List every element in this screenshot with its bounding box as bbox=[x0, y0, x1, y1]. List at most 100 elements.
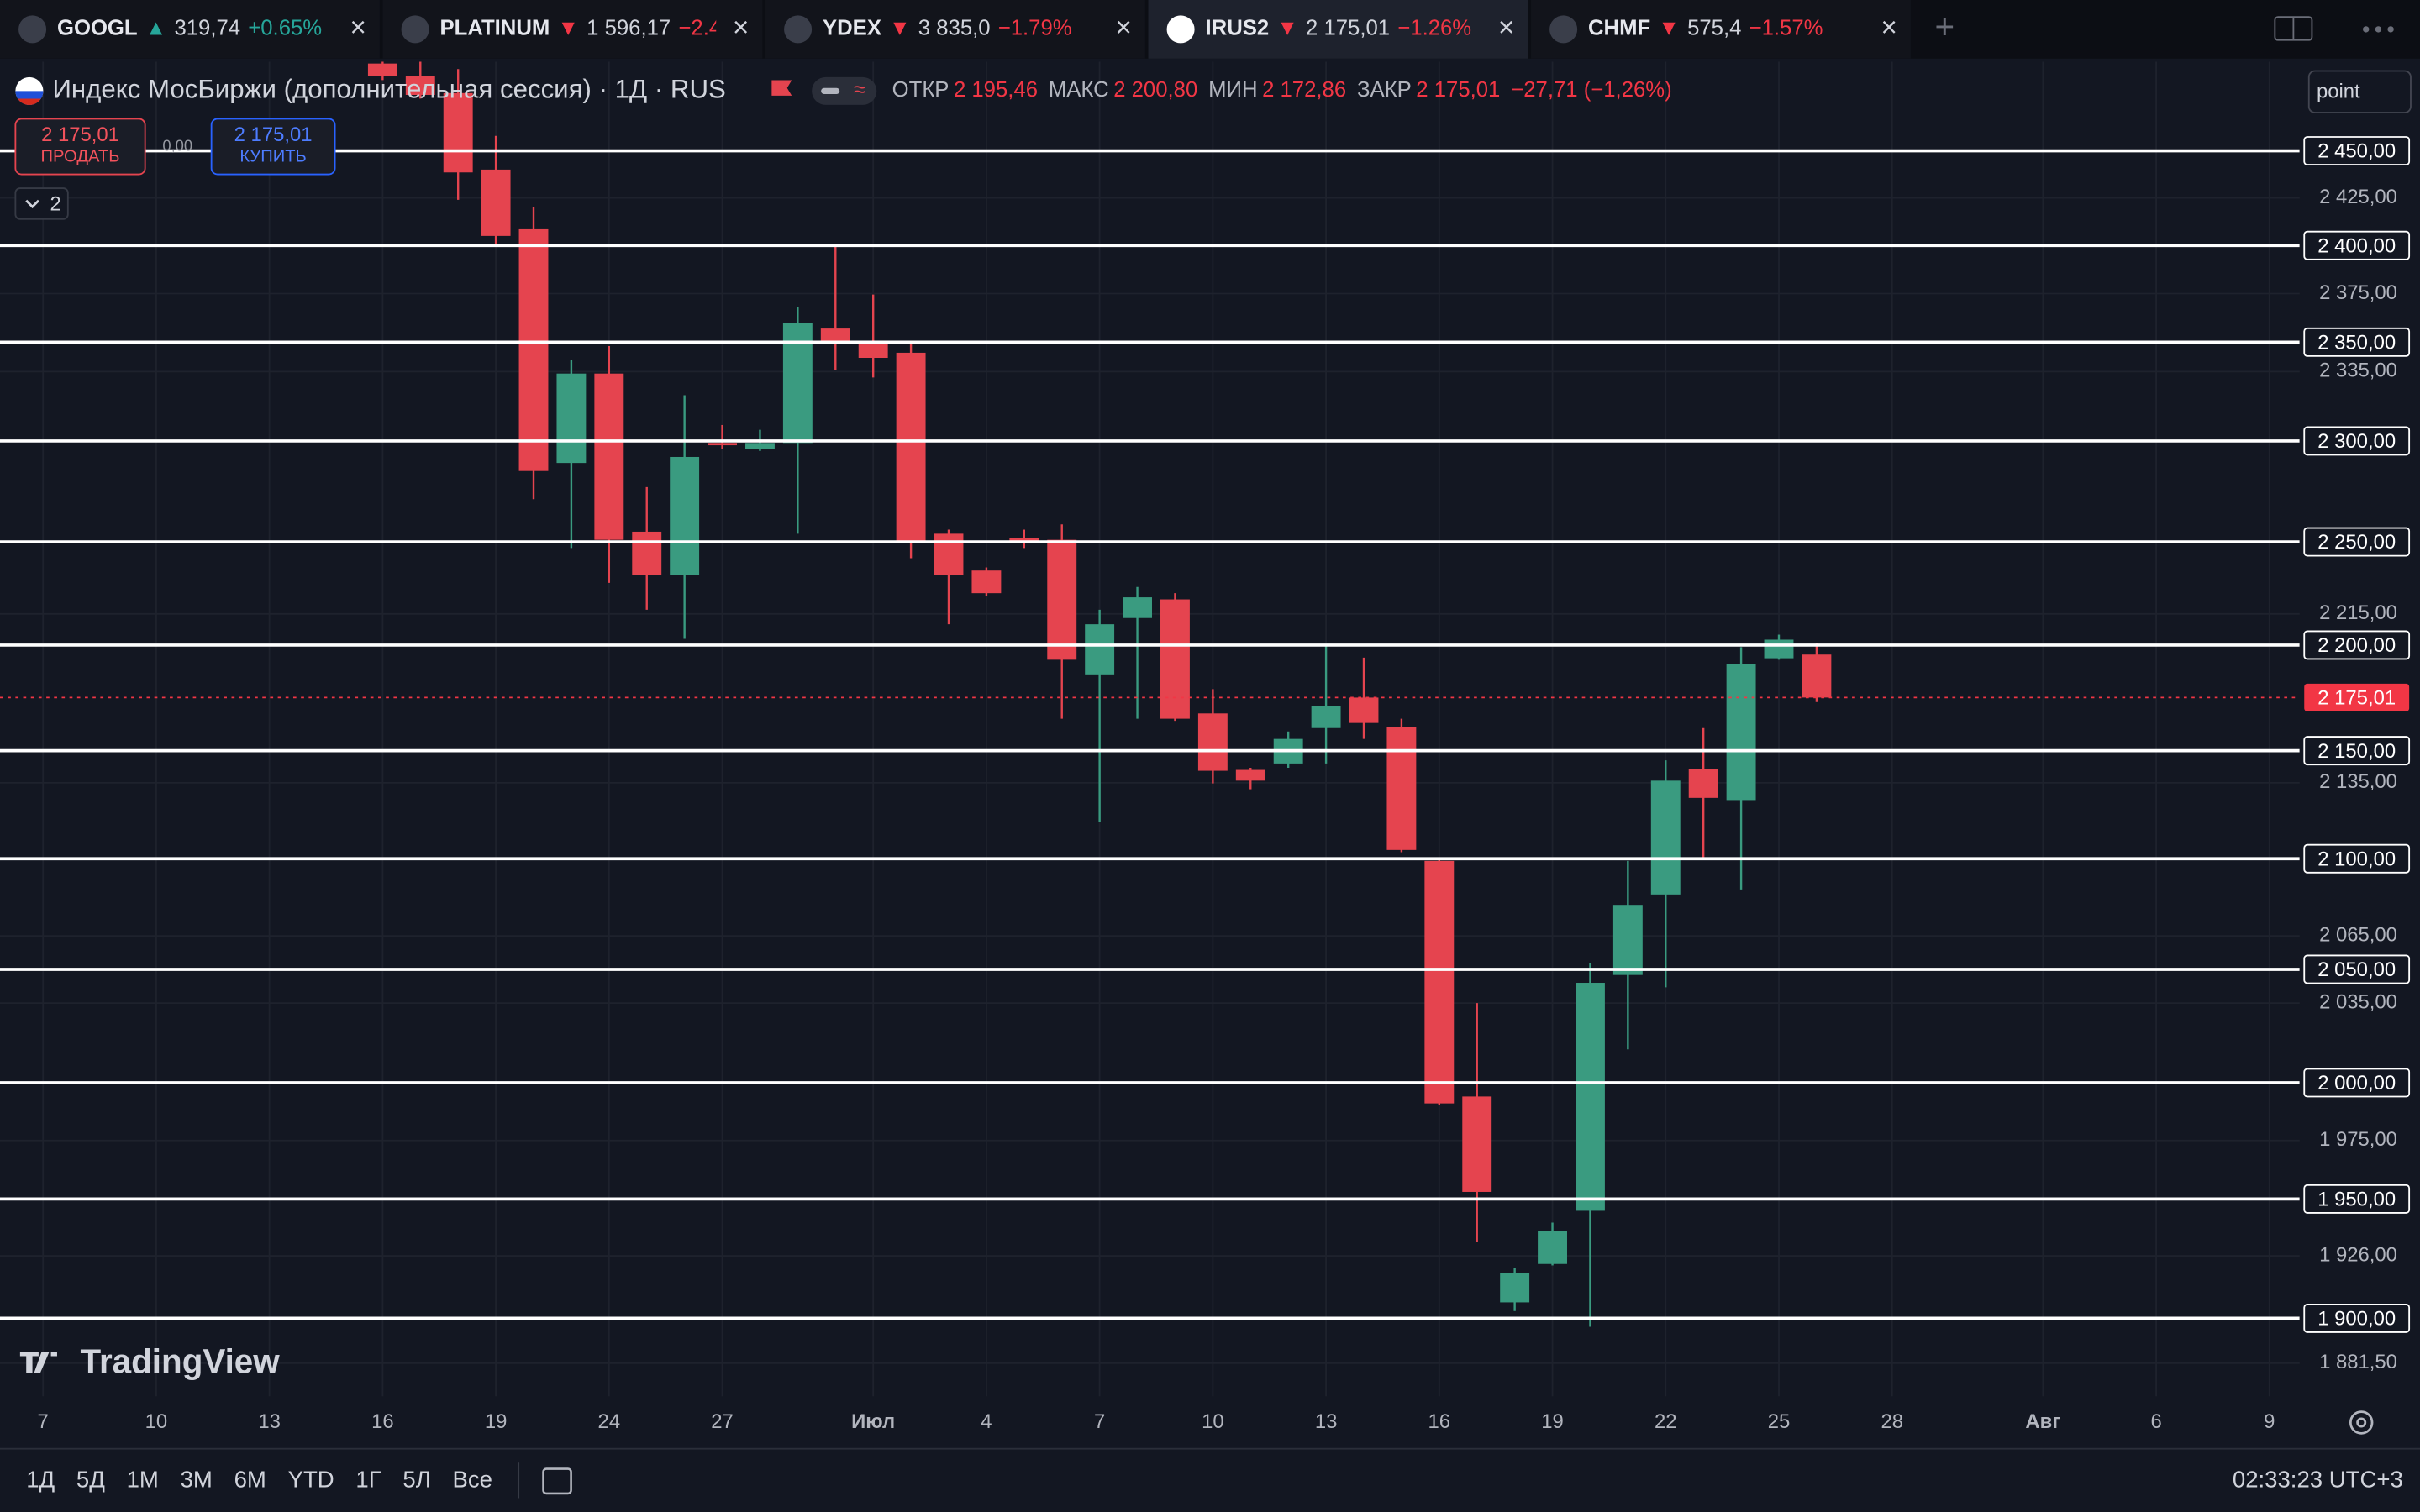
candle-body bbox=[1047, 539, 1077, 660]
price-label-box bbox=[2303, 230, 2411, 260]
bottom-bar bbox=[0, 1448, 2420, 1512]
price-label-box bbox=[2303, 736, 2411, 766]
chart-title: Индекс МосБиржи (дополнительная сессия) … bbox=[52, 75, 725, 104]
toggle-icon bbox=[821, 87, 840, 95]
candle-body bbox=[1726, 664, 1756, 801]
x-tick-label: 7 bbox=[38, 1410, 49, 1433]
tab-change: −2.4 bbox=[678, 17, 721, 40]
price-label: 2 450,00 bbox=[2317, 140, 2396, 163]
tab-background bbox=[1148, 0, 1528, 59]
tab[interactable]: PLATINUM ▼ 1 596,17 −2.4 × bbox=[382, 0, 763, 59]
sell-price: 2 175,01 bbox=[41, 123, 119, 146]
tab-content: YDEX ▼ 3 835,0 −1.79% bbox=[784, 15, 1072, 44]
tab-close[interactable]: × bbox=[1115, 13, 1131, 44]
toggle[interactable] bbox=[812, 76, 877, 105]
tab-icon bbox=[784, 15, 813, 44]
x-tick-label: 9 bbox=[2264, 1410, 2275, 1433]
buy-label: КУПИТЬ bbox=[239, 148, 306, 166]
x-tick-label: 19 bbox=[1541, 1410, 1564, 1433]
tab-close[interactable]: × bbox=[350, 13, 366, 44]
open-value: 2 195,46 bbox=[954, 78, 1038, 102]
candle-body bbox=[1160, 599, 1190, 719]
tab-background bbox=[0, 0, 380, 59]
candle-body bbox=[1311, 706, 1341, 728]
indicators-toggle[interactable] bbox=[14, 187, 69, 220]
candle-body bbox=[896, 352, 926, 543]
candle-body bbox=[481, 169, 511, 236]
price-label: 2 400,00 bbox=[2317, 234, 2396, 257]
tab-price: 319,74 bbox=[174, 17, 240, 40]
price-label: 1 900,00 bbox=[2317, 1308, 2396, 1331]
flag-marker[interactable] bbox=[771, 80, 792, 96]
candle-body bbox=[820, 328, 850, 344]
new-tab-button[interactable]: + bbox=[1934, 8, 1954, 46]
change-value: −27,71 (−1,26%) bbox=[1511, 78, 1671, 102]
timeframe-button[interactable]: Все bbox=[453, 1467, 492, 1493]
candle-body bbox=[708, 443, 738, 446]
timeframe-button[interactable]: YTD bbox=[288, 1467, 334, 1493]
x-tick-label: 25 bbox=[1768, 1410, 1791, 1433]
candle-body bbox=[556, 373, 587, 464]
y-tick-label: 1 975,00 bbox=[2319, 1128, 2397, 1151]
candle-body bbox=[405, 76, 435, 96]
price-label: 2 100,00 bbox=[2317, 848, 2396, 870]
candle-body bbox=[1802, 654, 1832, 698]
tab-close[interactable]: × bbox=[1498, 13, 1514, 44]
y-tick-label: 1 926,00 bbox=[2319, 1243, 2397, 1266]
overlay: 7 10 13 16 19 24 27 Июл 4 7 10 13 16 19 22 25 28 Авг 6 9 2 4… bbox=[38, 136, 2411, 1433]
candle-body bbox=[858, 342, 888, 358]
candle-body bbox=[367, 63, 397, 77]
logo-text: TradingView bbox=[81, 1341, 281, 1380]
tab[interactable]: IRUS2 ▼ 2 175,01 −1.26% × bbox=[1148, 0, 1528, 59]
candle-body bbox=[1197, 713, 1228, 771]
sell-button[interactable] bbox=[14, 118, 146, 176]
timeframe-button[interactable]: 5Л bbox=[402, 1467, 430, 1493]
flag-icon-red bbox=[18, 98, 41, 105]
last-price-box bbox=[2304, 683, 2410, 711]
buy-button[interactable] bbox=[210, 118, 336, 176]
timeframe-button[interactable]: 1М bbox=[127, 1467, 159, 1493]
input-box[interactable] bbox=[2307, 70, 2412, 113]
more-icon[interactable] bbox=[2363, 26, 2394, 33]
tab-price: 2 175,01 bbox=[1306, 17, 1390, 40]
tabs: GOOGL ▲ 319,74 +0.65% × PLATINUM ▼ 1 596,17 −2.4… bbox=[0, 0, 1911, 59]
calendar-icon[interactable] bbox=[542, 1467, 572, 1495]
candle-body bbox=[1235, 769, 1265, 781]
tab-symbol: IRUS2 bbox=[1205, 17, 1269, 40]
settings-icon[interactable] bbox=[2349, 1410, 2374, 1435]
last-price-label: 2 175,01 bbox=[2317, 687, 2396, 710]
tab-close[interactable]: × bbox=[1881, 13, 1897, 44]
y-tick-label: 2 215,00 bbox=[2319, 601, 2397, 624]
input-text[interactable]: point bbox=[2317, 81, 2360, 103]
tab[interactable]: YDEX ▼ 3 835,0 −1.79% × bbox=[765, 0, 1145, 59]
tab-close[interactable]: × bbox=[733, 13, 749, 44]
price-label-box bbox=[2303, 843, 2411, 874]
price-label: 2 300,00 bbox=[2317, 430, 2396, 453]
x-tick-label: 16 bbox=[371, 1410, 394, 1433]
candle-body bbox=[1538, 1231, 1567, 1264]
tab-price: 3 835,0 bbox=[918, 17, 991, 40]
timeframe-button[interactable]: 1Г bbox=[355, 1467, 381, 1493]
tab[interactable]: CHMF ▼ 575,4 −1.57% × bbox=[1531, 0, 1911, 59]
candle-body bbox=[1009, 538, 1039, 543]
clock: 02:33:23 UTC+3 bbox=[2233, 1467, 2403, 1493]
timeframe-button[interactable]: 6М bbox=[234, 1467, 266, 1493]
close-value: 2 175,01 bbox=[1416, 78, 1500, 102]
price-label-box bbox=[2303, 954, 2411, 984]
timeframe-button[interactable]: 1Д bbox=[26, 1467, 55, 1493]
candle-body bbox=[1085, 624, 1115, 675]
x-tick-label: 6 bbox=[2150, 1410, 2161, 1433]
candle-body bbox=[1650, 780, 1681, 895]
tab[interactable]: GOOGL ▲ 319,74 +0.65% × bbox=[0, 0, 380, 59]
timeframe-button[interactable]: 3М bbox=[181, 1467, 213, 1493]
high-label: МАКС bbox=[1049, 78, 1109, 102]
tab-icon bbox=[1549, 15, 1578, 44]
y-tick-label: 2 375,00 bbox=[2319, 281, 2397, 304]
indicators-count: 2 bbox=[50, 193, 60, 216]
price-label-box bbox=[2303, 1303, 2411, 1333]
tab-symbol: GOOGL bbox=[57, 17, 138, 40]
timeframe-button[interactable]: 5Д bbox=[76, 1467, 105, 1493]
candle-body bbox=[1462, 1096, 1492, 1192]
settings-icon-core bbox=[2356, 1417, 2367, 1428]
